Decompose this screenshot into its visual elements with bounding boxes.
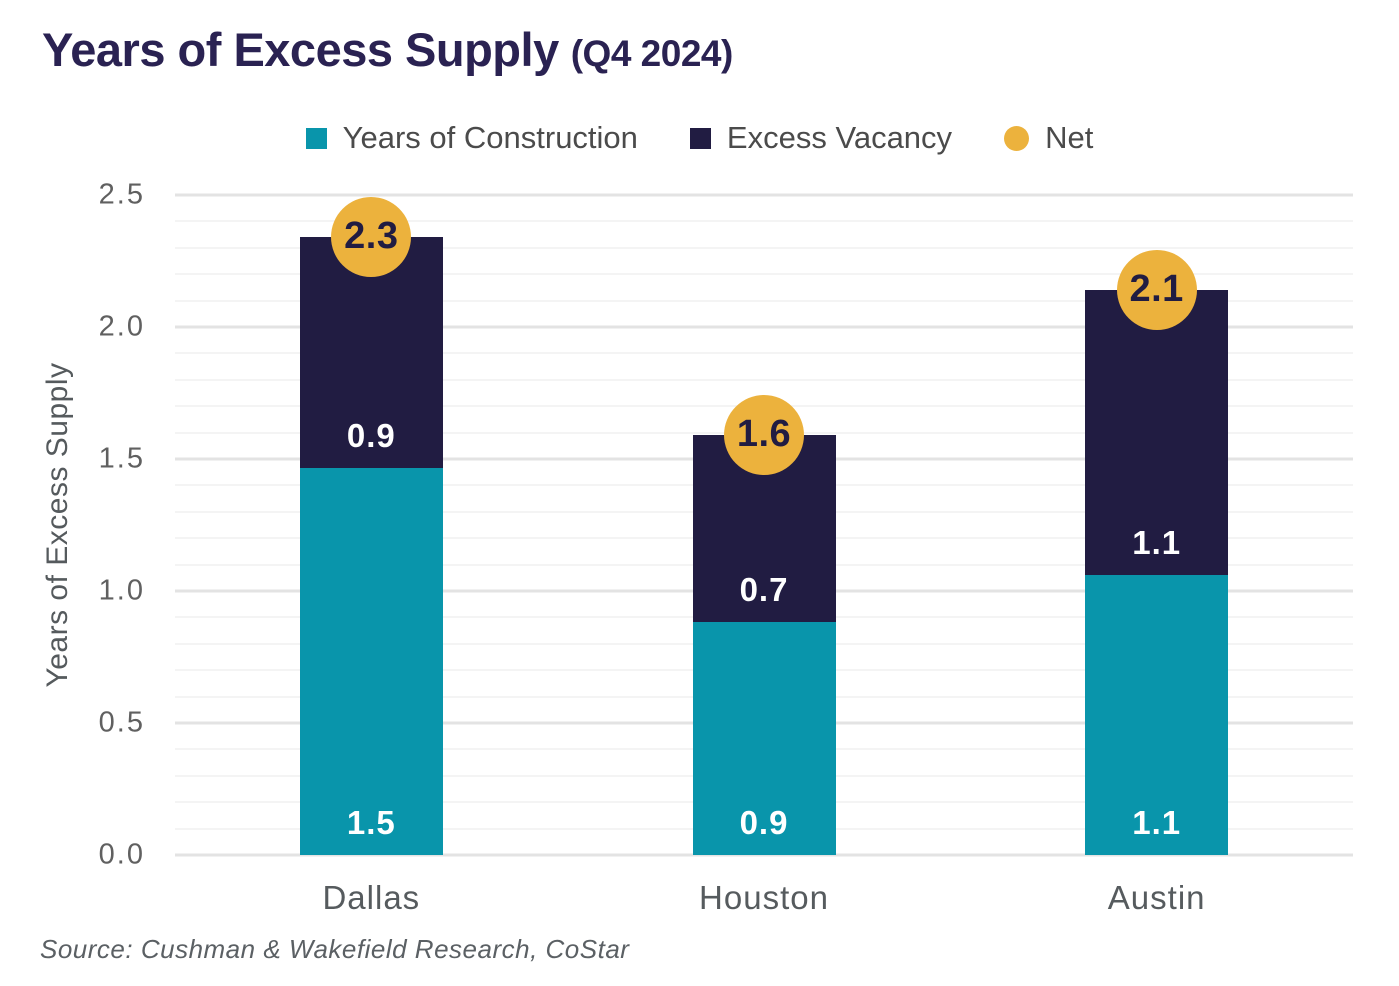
bar-value-construction: 0.9 (739, 803, 789, 841)
legend-label-construction: Years of Construction (342, 120, 638, 155)
y-tick-label: 2.5 (98, 178, 145, 211)
bar-segment-construction: 1.1 (1085, 574, 1229, 855)
gridline-minor (175, 352, 1353, 355)
bar-value-construction: 1.5 (346, 803, 396, 841)
legend-item-vacancy: Excess Vacancy (689, 120, 953, 156)
construction-swatch-icon (305, 127, 327, 149)
legend-label-net: Net (1045, 120, 1094, 155)
x-axis-label: Houston (699, 879, 829, 916)
gridline-minor (175, 378, 1353, 381)
x-axis-label: Dallas (322, 879, 421, 916)
bar-value-vacancy: 1.1 (1132, 523, 1182, 561)
bar-value-construction: 1.1 (1132, 803, 1182, 841)
chart-title-suffix: (Q4 2024) (570, 33, 734, 74)
chart-title-main: Years of Excess Supply (42, 23, 559, 76)
source-note: Source: Cushman & Wakefield Research, Co… (40, 934, 630, 964)
legend: Years of Construction Excess Vacancy Net (0, 120, 1399, 156)
legend-item-construction: Years of Construction (305, 120, 638, 156)
gridline-minor (175, 220, 1353, 223)
gridline-minor (175, 299, 1353, 302)
chart-title: Years of Excess Supply (Q4 2024) (42, 22, 733, 77)
y-tick-label: 1.0 (98, 574, 145, 607)
bar-value-vacancy: 0.7 (739, 570, 789, 608)
bar-segment-vacancy: 1.1 (1085, 289, 1229, 575)
gridline-major (175, 325, 1353, 329)
gridline-major (175, 193, 1353, 197)
y-tick-label: 2.0 (98, 310, 145, 343)
net-value-badge: 2.1 (1116, 249, 1197, 330)
net-value-badge: 1.6 (724, 394, 804, 475)
gridline-minor (175, 246, 1353, 249)
gridline-major (175, 853, 1353, 857)
bar-value-vacancy: 0.9 (346, 416, 396, 454)
x-axis-label: Austin (1107, 879, 1206, 916)
bar-segment-construction: 1.5 (299, 467, 443, 855)
net-swatch-icon (1004, 125, 1030, 151)
legend-label-vacancy: Excess Vacancy (726, 120, 953, 155)
y-axis-title: Years of Excess Supply (41, 362, 74, 688)
y-tick-label: 1.5 (98, 442, 145, 475)
bar-segment-construction: 0.9 (692, 621, 836, 855)
y-tick-label: 0.5 (98, 706, 145, 739)
legend-item-net: Net (1004, 120, 1093, 156)
y-tick-label: 0.0 (98, 838, 145, 871)
vacancy-swatch-icon (689, 127, 711, 149)
net-value-badge: 2.3 (331, 196, 412, 277)
bar-segment-vacancy: 0.9 (299, 236, 443, 468)
gridline-minor (175, 273, 1353, 276)
plot-area: 0.0 0.5 1.0 1.5 2.0 2.5 1.5 0.9 2.3 Dallas 0.9 0.7 1… (99, 179, 1353, 916)
